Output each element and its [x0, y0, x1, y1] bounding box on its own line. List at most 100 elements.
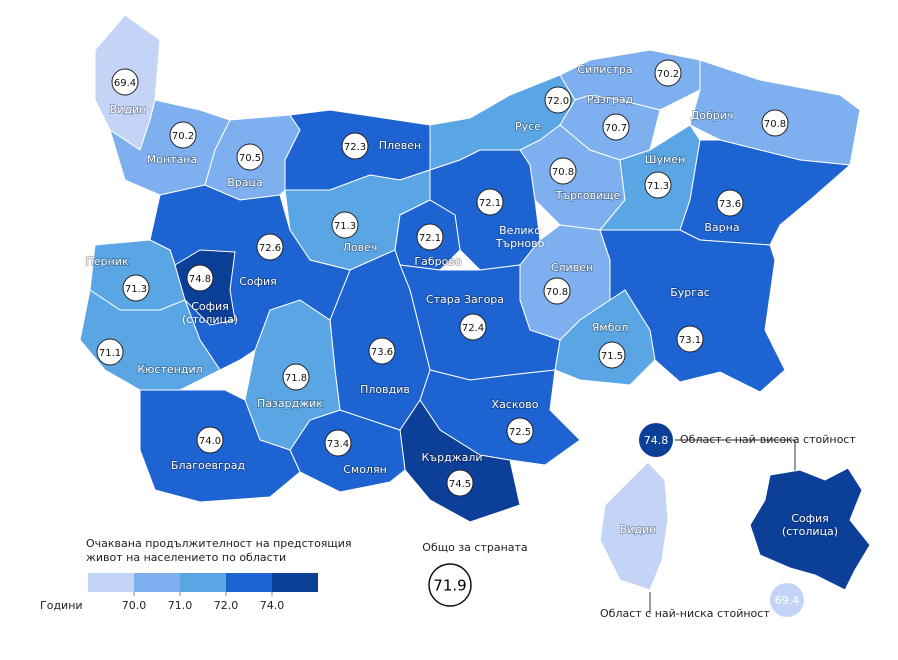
- region-name: София: [239, 275, 277, 288]
- region-name: Видин: [110, 103, 147, 116]
- value-circle: [602, 113, 630, 141]
- value-circle: [341, 132, 369, 160]
- value-circle: [654, 59, 682, 87]
- lowest-circle: [770, 583, 804, 617]
- region-name: Варна: [704, 221, 739, 234]
- legend-tick-label: 70.0: [122, 599, 147, 612]
- value-label: 71.3: [125, 284, 147, 295]
- value-circle: [236, 143, 264, 171]
- region-name: Кюстендил: [137, 363, 202, 376]
- value-label: 71.3: [647, 181, 669, 192]
- value-label: 69.4: [114, 78, 136, 89]
- value-circle: [96, 338, 124, 366]
- value-label: 72.5: [509, 427, 531, 438]
- value-circle: [186, 264, 214, 292]
- legend-tick-label: 72.0: [214, 599, 239, 612]
- region-name-box: Велико Търново: [495, 224, 545, 250]
- legend-swatch: [180, 573, 226, 592]
- value-label: 70.8: [552, 167, 574, 178]
- value-circle: [331, 211, 359, 239]
- value-label: 72.1: [479, 198, 501, 209]
- region-name: Разград: [587, 93, 634, 106]
- value-circle: [716, 189, 744, 217]
- value-label: 72.0: [547, 96, 569, 107]
- value-circle: [598, 341, 626, 369]
- value-label: 70.8: [546, 287, 568, 298]
- region-name: Пазарджик: [257, 397, 323, 410]
- value-circle: [506, 417, 534, 445]
- region-name: София (столица): [181, 300, 239, 326]
- value-label: 71.1: [99, 348, 121, 359]
- value-circle: [111, 68, 139, 96]
- value-circle: [676, 325, 704, 353]
- value-circle: [368, 337, 396, 365]
- legend-swatch: [226, 573, 272, 592]
- value-circle: [256, 233, 284, 261]
- region-name: Русе: [515, 120, 541, 133]
- legend-unit: Години: [40, 599, 83, 612]
- value-circle: [282, 363, 310, 391]
- value-label: 71.5: [601, 351, 623, 362]
- value-label: 70.5: [239, 153, 261, 164]
- value-label: 73.4: [327, 439, 349, 450]
- labels: Видин 69.4 Монтана 70.2 Враца 70.5 Плевен 72.3 Р…: [85, 59, 789, 497]
- region-name: Благоевград: [171, 459, 246, 472]
- value-circle: [196, 426, 224, 454]
- region-name: Габрово: [414, 255, 461, 268]
- lowest-label: Област с най-ниска стойност: [600, 607, 770, 620]
- value-circle: [644, 171, 672, 199]
- legend-swatch: [134, 573, 180, 592]
- region-name: Велико Търново: [495, 224, 545, 250]
- value-label: 74.0: [199, 436, 221, 447]
- value-label: 70.7: [605, 123, 627, 134]
- value-circle: [324, 429, 352, 457]
- value-circle: [544, 86, 572, 114]
- highest-value: 74.8: [644, 434, 669, 447]
- value-label: 70.2: [172, 131, 194, 142]
- inset-lowest-region: [599, 461, 669, 591]
- legend-title: Очаквана продължителност на предстоящия …: [86, 537, 352, 564]
- value-label: 72.3: [344, 142, 366, 153]
- region-name: Плевен: [379, 139, 422, 152]
- connector: [675, 439, 796, 472]
- value-circle: [476, 188, 504, 216]
- legend-tick-label: 71.0: [168, 599, 193, 612]
- region-name: Пловдив: [360, 383, 410, 396]
- region-name: Силистра: [577, 63, 632, 76]
- legend-tick-label: 74.0: [260, 599, 285, 612]
- value-circle: [459, 313, 487, 341]
- region-name: Хасково: [492, 398, 539, 411]
- lowest-value: 69.4: [775, 594, 800, 607]
- region: [79, 289, 221, 391]
- region-name: Враца: [227, 176, 263, 189]
- value-label: 72.6: [259, 243, 281, 254]
- value-label: 71.3: [334, 221, 356, 232]
- value-label: 71.8: [285, 373, 307, 384]
- highest-circle: [639, 423, 673, 457]
- region-name: Шумен: [645, 153, 686, 166]
- inset-highest-name: София (столица): [781, 512, 839, 538]
- value-circle: [416, 223, 444, 251]
- region-name: Кърджали: [422, 451, 483, 464]
- inset-lowest-name: Видин: [620, 523, 657, 536]
- value-label: 74.5: [449, 479, 471, 490]
- region-name: Ловеч: [343, 241, 378, 254]
- value-circle: [543, 277, 571, 305]
- total-label: Общо за страната: [422, 541, 527, 554]
- value-label: 73.6: [371, 347, 393, 358]
- value-label: 74.8: [189, 274, 211, 285]
- total-value: 71.9: [433, 577, 466, 595]
- value-label: 73.1: [679, 335, 701, 346]
- inset-highest-region: [749, 467, 871, 591]
- value-label: 70.8: [764, 119, 786, 130]
- region-name: Сливен: [551, 261, 593, 274]
- value-circle: [761, 109, 789, 137]
- value-circle: [169, 121, 197, 149]
- region-name: Стара Загора: [426, 293, 504, 306]
- region-name-box: София (столица): [181, 300, 239, 326]
- region-name: Бургас: [670, 286, 710, 299]
- inset-highest-name-box: София (столица): [781, 512, 839, 538]
- value-circle: [446, 469, 474, 497]
